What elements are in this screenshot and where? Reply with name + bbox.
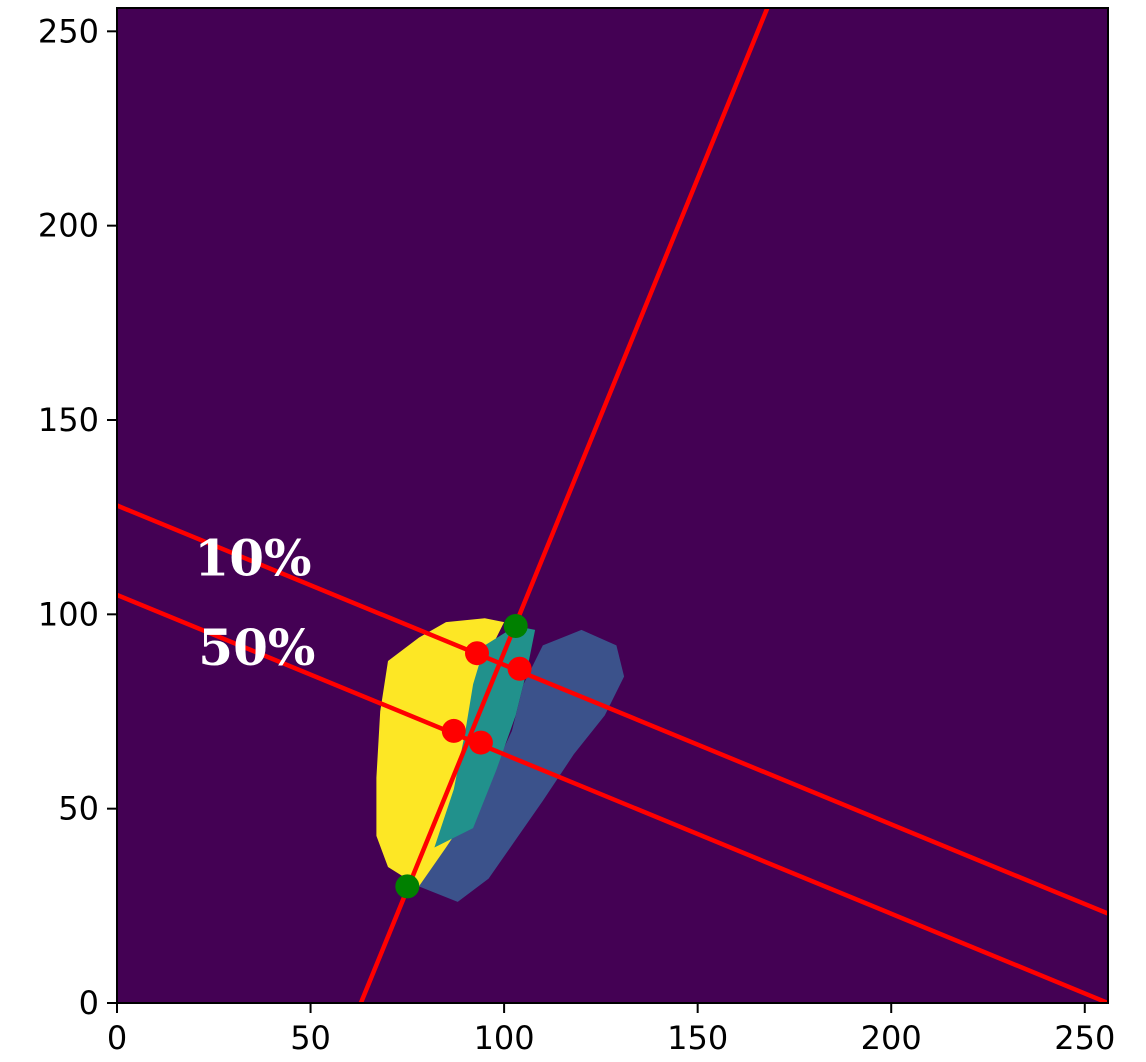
green-point-1 [503, 613, 528, 638]
line-50pct [117, 592, 1108, 1003]
x-axis: 0 50 100 150 200 250 [107, 1003, 1115, 1057]
y-tick-label: 200 [38, 207, 99, 245]
region-yellow [376, 618, 505, 895]
annotations: 10% 50% [194, 528, 315, 676]
annotation-50pct: 50% [198, 618, 315, 677]
region-blue [418, 629, 625, 902]
y-tick-label: 100 [38, 595, 99, 633]
line-axis [358, 8, 770, 1003]
red-point-1 [465, 641, 490, 666]
x-tick-label: 250 [1054, 1019, 1115, 1057]
y-axis: 0 50 100 150 200 250 [38, 12, 117, 1022]
y-tick-label: 0 [79, 984, 99, 1022]
x-tick-label: 50 [290, 1019, 331, 1057]
x-tick-label: 100 [474, 1019, 535, 1057]
plot-frame [116, 7, 1109, 1004]
x-tick-label: 150 [667, 1019, 728, 1057]
x-tick-label: 200 [861, 1019, 922, 1057]
red-point-2 [507, 656, 532, 681]
measurement-lines [117, 8, 1108, 1003]
red-point-4 [468, 730, 493, 755]
y-tick-label: 150 [38, 401, 99, 439]
green-point-2 [395, 874, 420, 899]
y-tick-label: 50 [58, 790, 99, 828]
red-point-3 [441, 718, 466, 743]
plot-background [117, 8, 1108, 1003]
y-tick-label: 250 [38, 12, 99, 50]
x-tick-label: 0 [107, 1019, 127, 1057]
measurement-points [395, 613, 532, 899]
line-10pct [117, 503, 1108, 916]
annotation-10pct: 10% [194, 528, 311, 587]
